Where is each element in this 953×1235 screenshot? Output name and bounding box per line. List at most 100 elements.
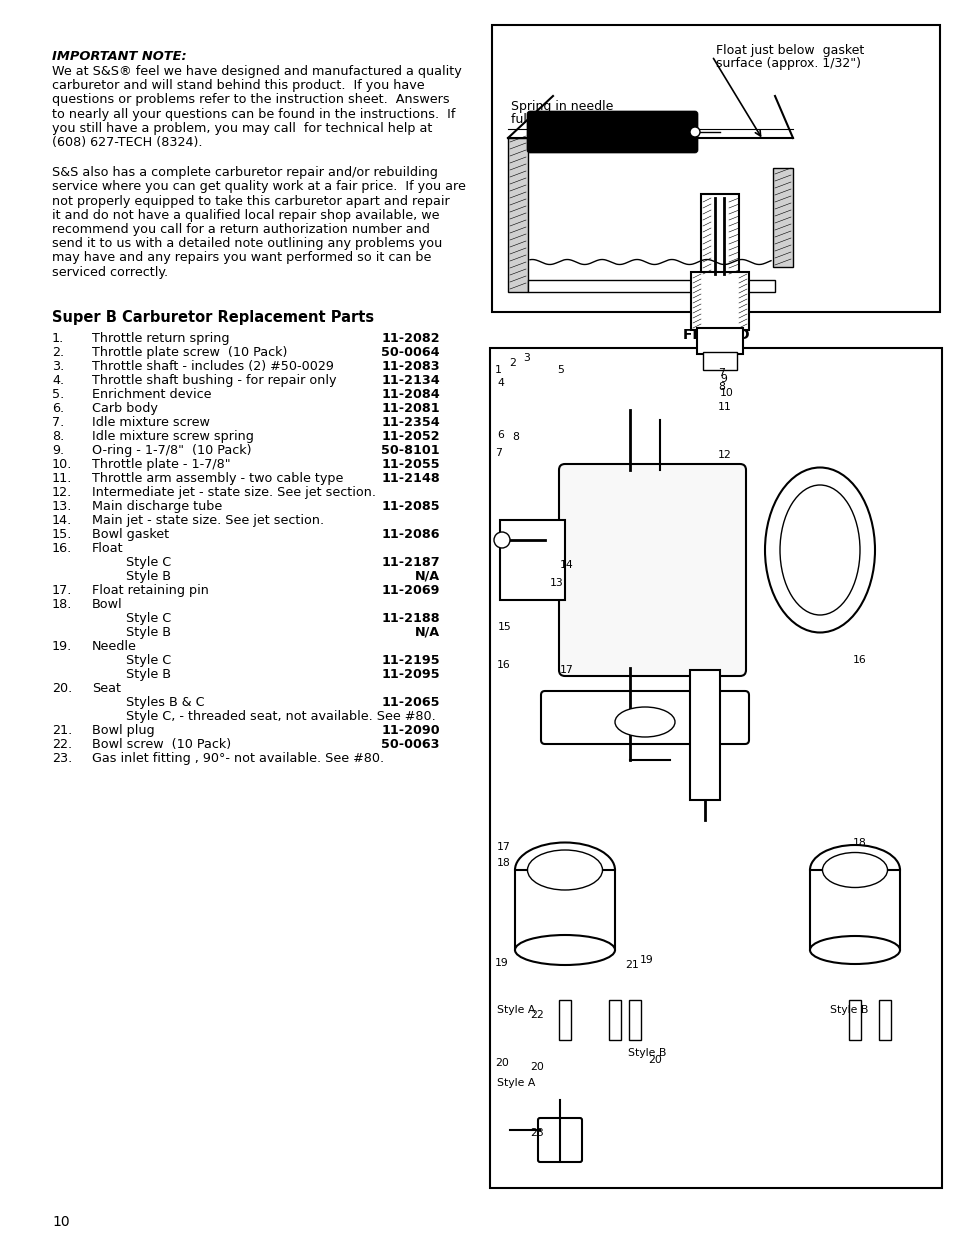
Text: Style B: Style B [829,1005,867,1015]
Text: O-ring - 1-7/8"  (10 Pack): O-ring - 1-7/8" (10 Pack) [91,443,252,457]
Text: 50-0064: 50-0064 [381,346,439,359]
Text: 8: 8 [512,432,518,442]
Text: Carb body: Carb body [91,401,157,415]
Text: (608) 627-TECH (8324).: (608) 627-TECH (8324). [52,136,202,149]
Text: to nearly all your questions can be found in the instructions.  If: to nearly all your questions can be foun… [52,107,455,121]
Text: Intermediate jet - state size. See jet section.: Intermediate jet - state size. See jet s… [91,485,375,499]
Text: 11-2090: 11-2090 [381,724,439,737]
Circle shape [689,127,700,137]
Text: 14.: 14. [52,514,72,527]
Text: not properly equipped to take this carburetor apart and repair: not properly equipped to take this carbu… [52,195,449,207]
Text: 7: 7 [495,448,501,458]
Text: 21: 21 [624,960,639,969]
Text: 18: 18 [497,858,510,868]
Text: Throttle return spring: Throttle return spring [91,332,230,345]
Text: Bowl: Bowl [91,598,123,611]
Text: questions or problems refer to the instruction sheet.  Answers: questions or problems refer to the instr… [52,94,449,106]
Text: service where you can get quality work at a fair price.  If you are: service where you can get quality work a… [52,180,465,194]
Text: 7: 7 [718,368,724,378]
Ellipse shape [527,850,602,890]
Text: 50-0063: 50-0063 [381,737,439,751]
Text: Figure D: Figure D [682,329,748,342]
Text: Super B Carburetor Replacement Parts: Super B Carburetor Replacement Parts [52,310,374,325]
Text: 23: 23 [530,1128,543,1137]
Bar [700,194,739,275]
Text: 11-2188: 11-2188 [381,611,439,625]
Text: 6.: 6. [52,401,64,415]
Text: 10: 10 [720,388,733,398]
Ellipse shape [515,842,615,898]
Text: 17: 17 [497,842,510,852]
Text: 19.: 19. [52,640,72,653]
Text: fully compressed: fully compressed [511,112,618,126]
Text: 14: 14 [559,559,573,571]
Text: Style B: Style B [126,626,171,638]
Text: Spring in needle: Spring in needle [511,100,613,112]
Text: 5: 5 [557,366,563,375]
Bar [527,280,774,291]
Text: 3: 3 [522,353,529,363]
Text: N/A: N/A [415,569,439,583]
Bar [515,869,615,950]
Bar [608,1000,620,1040]
Text: 4: 4 [497,378,503,388]
Ellipse shape [809,845,899,895]
FancyBboxPatch shape [526,111,698,153]
Text: Style B: Style B [126,569,171,583]
Text: 16: 16 [852,655,866,664]
Text: 22.: 22. [52,737,72,751]
Bar [697,329,742,354]
Text: 2: 2 [509,358,516,368]
Text: 18: 18 [852,839,866,848]
Text: 16: 16 [497,659,510,671]
Text: 21.: 21. [52,724,72,737]
Text: 11-2085: 11-2085 [381,500,439,513]
Text: 19: 19 [495,958,508,968]
Text: 7.: 7. [52,416,64,429]
Text: 3.: 3. [52,359,64,373]
Text: recommend you call for a return authorization number and: recommend you call for a return authoriz… [52,224,430,236]
Text: Style C: Style C [126,556,172,569]
Text: Throttle plate - 1-7/8": Throttle plate - 1-7/8" [91,458,231,471]
Text: Style B: Style B [126,668,171,680]
Text: it and do not have a qualified local repair shop available, we: it and do not have a qualified local rep… [52,209,439,222]
Text: 23.: 23. [52,752,72,764]
Text: surface (approx. 1/32"): surface (approx. 1/32") [716,57,861,70]
Text: 11-2095: 11-2095 [381,668,439,680]
Text: 11: 11 [718,403,731,412]
FancyBboxPatch shape [540,692,748,743]
Text: Throttle shaft - includes (2) #50-0029: Throttle shaft - includes (2) #50-0029 [91,359,334,373]
Text: 22: 22 [530,1010,543,1020]
Text: 11-2069: 11-2069 [381,584,439,597]
Text: 10: 10 [52,1215,70,1229]
Text: 11-2354: 11-2354 [381,416,439,429]
Text: 11-2065: 11-2065 [381,695,439,709]
Text: Style A: Style A [497,1005,535,1015]
Text: 19: 19 [639,955,653,965]
Text: 9.: 9. [52,443,64,457]
Bar [809,869,899,950]
Text: Main jet - state size. See jet section.: Main jet - state size. See jet section. [91,514,324,527]
Ellipse shape [809,936,899,965]
Bar [848,1000,861,1040]
Text: 11-2055: 11-2055 [381,458,439,471]
Text: 20: 20 [495,1058,508,1068]
Text: Float retaining pin: Float retaining pin [91,584,209,597]
Text: 16.: 16. [52,542,72,555]
Text: Enrichment device: Enrichment device [91,388,212,401]
Text: Throttle plate screw  (10 Pack): Throttle plate screw (10 Pack) [91,346,287,359]
FancyBboxPatch shape [537,1118,581,1162]
Bar [690,272,748,330]
Text: Gas inlet fitting , 90°- not available. See #80.: Gas inlet fitting , 90°- not available. … [91,752,384,764]
Bar [689,671,720,800]
Text: Float: Float [91,542,124,555]
FancyBboxPatch shape [558,464,745,676]
Text: you still have a problem, you may call  for technical help at: you still have a problem, you may call f… [52,122,432,135]
Ellipse shape [615,706,675,737]
Text: 50-8101: 50-8101 [381,443,439,457]
Ellipse shape [764,468,874,632]
Text: Throttle shaft bushing - for repair only: Throttle shaft bushing - for repair only [91,374,336,387]
Bar [507,138,527,291]
Text: IMPORTANT NOTE:: IMPORTANT NOTE: [52,49,187,63]
Text: Style C, - threaded seat, not available. See #80.: Style C, - threaded seat, not available.… [126,710,436,722]
